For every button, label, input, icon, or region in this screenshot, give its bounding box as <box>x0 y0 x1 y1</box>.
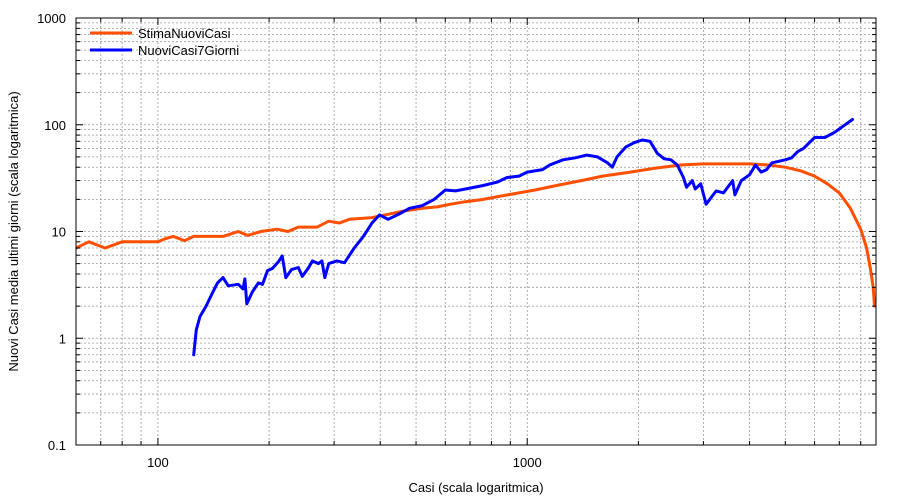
chart-series <box>76 118 876 357</box>
y-tick-label: 1000 <box>37 11 66 26</box>
series-line-NuoviCasi7Giorni <box>192 118 854 357</box>
series-line-StimaNuoviCasi <box>76 162 876 308</box>
y-tick-label: 100 <box>44 118 66 133</box>
legend-label: StimaNuoviCasi <box>138 26 231 41</box>
y-tick-label: 10 <box>52 225 66 240</box>
x-tick-label: 1000 <box>513 455 542 470</box>
chart-legend: StimaNuoviCasi NuoviCasi7Giorni <box>90 26 239 58</box>
y-axis-title: Nuovi Casi media ultimi giorni (scala lo… <box>6 91 21 371</box>
y-tick-label: 1 <box>59 331 66 346</box>
legend-label: NuoviCasi7Giorni <box>138 43 239 58</box>
chart-ticks <box>75 17 876 446</box>
y-tick-label: 0.1 <box>48 438 66 453</box>
x-axis-title: Casi (scala logaritmica) <box>408 480 543 495</box>
chart-tick-labels: 100 1000 0.1 1 10 100 1000 <box>37 11 542 470</box>
chart-grid <box>75 17 876 446</box>
x-tick-label: 100 <box>147 455 169 470</box>
